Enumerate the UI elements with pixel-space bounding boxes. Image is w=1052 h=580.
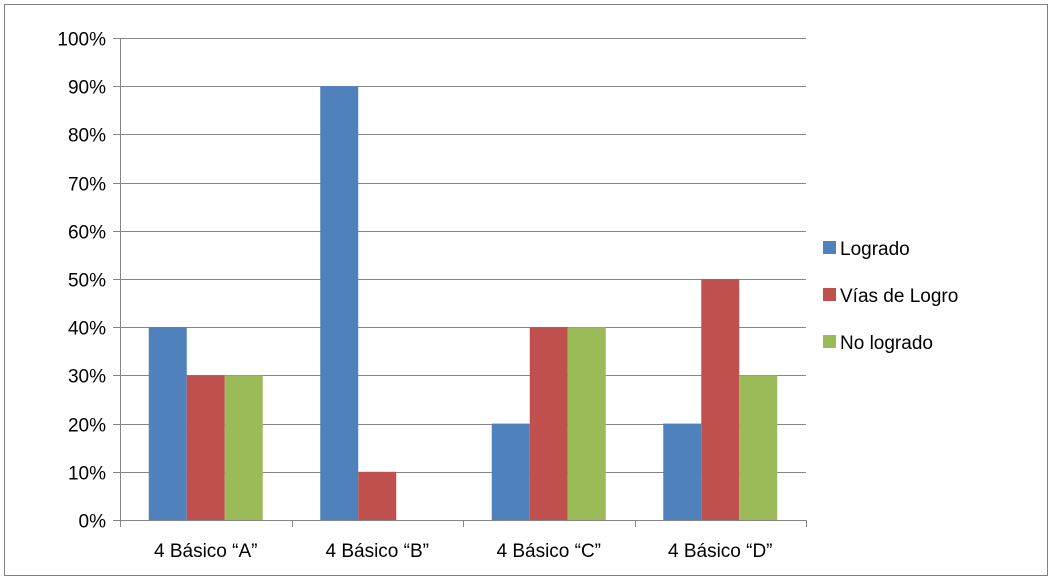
legend-swatch (823, 335, 836, 348)
y-tick-label: 60% (68, 223, 106, 244)
y-tick-label: 50% (68, 271, 106, 292)
bar (358, 471, 397, 520)
x-tick-label: 4 Básico “C” (496, 541, 601, 562)
y-tick-label: 100% (57, 30, 106, 51)
x-tick-label: 4 Básico “A” (154, 541, 257, 562)
y-tick-label: 90% (68, 78, 106, 99)
bar (224, 375, 263, 520)
bar (739, 375, 778, 520)
y-tick-label: 10% (68, 464, 106, 485)
bar (529, 327, 568, 520)
bar (491, 423, 530, 520)
legend-swatch (823, 241, 836, 254)
y-axis-ticks: 0% 10% 20% 30% 40% 50% 60% 70% 80% 90% 100% (57, 30, 106, 533)
y-tick-label: 80% (68, 126, 106, 147)
bar (186, 375, 225, 520)
y-tick-label: 0% (79, 512, 107, 533)
bar (320, 86, 359, 520)
x-axis-ticks: 4 Básico “A” 4 Básico “B” 4 Básico “C” 4 Bá… (154, 541, 773, 562)
x-tick-label: 4 Básico “D” (668, 541, 773, 562)
bar (567, 327, 606, 520)
bar (701, 279, 740, 520)
bars (148, 86, 778, 520)
y-tick-label: 20% (68, 416, 106, 437)
y-tick-label: 70% (68, 175, 106, 196)
legend-label: Vías de Logro (840, 286, 958, 307)
legend-label: Logrado (840, 239, 910, 260)
x-tick-label: 4 Básico “B” (326, 541, 429, 562)
legend: Logrado Vías de Logro No logrado (823, 239, 958, 354)
legend-label: No logrado (840, 333, 933, 354)
bar (148, 327, 187, 520)
axes (113, 38, 807, 527)
y-tick-label: 40% (68, 319, 106, 340)
y-tick-label: 30% (68, 367, 106, 388)
legend-swatch (823, 288, 836, 301)
bar (663, 423, 702, 520)
